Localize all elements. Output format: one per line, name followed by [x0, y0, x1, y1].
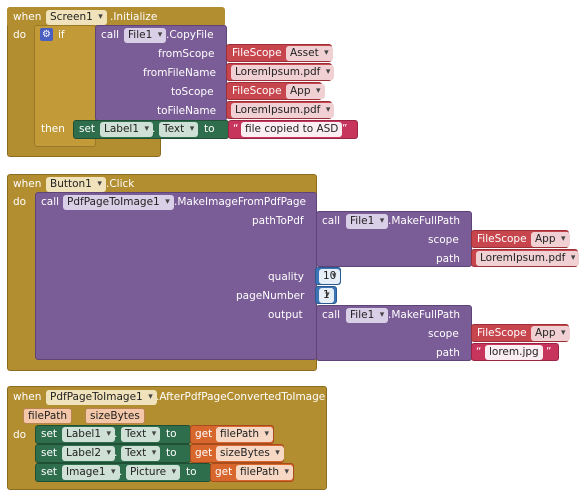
to-keyword: to: [166, 447, 177, 459]
dot-separator: .: [152, 123, 156, 135]
filepath-param[interactable]: filePath: [23, 408, 73, 424]
file1-component-dropdown[interactable]: File1: [346, 308, 389, 323]
then-keyword: then: [41, 123, 65, 135]
quote-open: “: [233, 123, 239, 135]
dot-separator: .: [114, 447, 118, 459]
message-text-value[interactable]: file copied to ASD: [241, 122, 343, 137]
makefullpath-block-output[interactable]: [316, 305, 472, 361]
param-scope: scope: [428, 234, 459, 246]
screen-component-dropdown[interactable]: Screen1: [46, 10, 107, 25]
set-keyword: set: [79, 123, 96, 135]
dot-separator: .: [119, 466, 123, 478]
param-fromfilename: fromFileName: [143, 67, 216, 79]
makeimage-call-block[interactable]: [35, 192, 317, 360]
makeimage-method: .MakeImageFromPdfPage: [174, 196, 307, 208]
image1-component-dropdown[interactable]: Image1: [62, 465, 120, 480]
param-tofilename: toFileName: [157, 105, 217, 117]
get-keyword: get: [215, 466, 233, 478]
quote-open: “: [476, 346, 482, 358]
pdfpagetoimage-component-dropdown[interactable]: PdfPageToImage1: [46, 390, 157, 405]
fromfilename-dropdown[interactable]: LoremIpsum.pdf: [231, 65, 335, 80]
to-keyword: to: [166, 428, 177, 440]
to-keyword: to: [186, 466, 197, 478]
get-keyword: get: [195, 428, 213, 440]
do-keyword: do: [13, 429, 27, 441]
filescope-label: FileScope: [477, 327, 527, 339]
param-pathtopdf: pathToPdf: [252, 215, 304, 227]
when-keyword: when: [13, 391, 42, 403]
call-keyword: call: [101, 29, 120, 41]
event-name: .AfterPdfPageConvertedToImage: [156, 391, 326, 403]
dot-separator: .: [114, 428, 118, 440]
event-name: .Click: [106, 178, 135, 190]
sizebytes-param[interactable]: sizeBytes: [85, 408, 145, 424]
file1-component-dropdown[interactable]: File1: [124, 28, 167, 43]
when-keyword: when: [13, 11, 42, 23]
file1-component-dropdown[interactable]: File1: [346, 214, 389, 229]
get-keyword: get: [195, 447, 213, 459]
button1-component-dropdown[interactable]: Button1: [46, 177, 106, 192]
quote-close: ”: [546, 346, 552, 358]
text-property-dropdown[interactable]: Text: [159, 122, 199, 137]
makefullpath-method: .MakeFullPath: [388, 215, 461, 227]
fromscope-value-dropdown[interactable]: Asset: [286, 46, 333, 61]
label1-component-dropdown[interactable]: Label1: [100, 122, 154, 137]
makefullpath-method: .MakeFullPath: [388, 309, 461, 321]
get-filepath-dropdown[interactable]: filePath: [236, 465, 294, 480]
call-keyword: call: [41, 196, 60, 208]
do-keyword: do: [13, 29, 27, 41]
to-keyword: to: [204, 123, 215, 135]
param-pagenumber: pageNumber: [236, 290, 305, 302]
set-keyword: set: [41, 466, 58, 478]
get-filepath-dropdown[interactable]: filePath: [216, 427, 274, 442]
pdfpagetoimage-component-dropdown[interactable]: PdfPageToImage1: [63, 195, 174, 210]
when-keyword: when: [13, 178, 42, 190]
output-file-value[interactable]: lorem.jpg: [485, 345, 543, 360]
copyfile-method: .CopyFile: [166, 29, 214, 41]
pagenumber-value[interactable]: 1: [319, 288, 334, 303]
event-name: .Initialize: [110, 11, 158, 23]
filescope-label: FileScope: [477, 233, 527, 245]
scope-value-dropdown[interactable]: App: [531, 326, 570, 341]
param-output: output: [268, 309, 303, 321]
pdf-file-dropdown[interactable]: LoremIpsum.pdf: [476, 251, 580, 266]
tofilename-dropdown[interactable]: LoremIpsum.pdf: [231, 103, 335, 118]
call-keyword: call: [322, 309, 341, 321]
param-quality: quality: [268, 271, 304, 283]
set-keyword: set: [41, 428, 58, 440]
filescope-label: FileScope: [232, 85, 282, 97]
get-sizebytes-dropdown[interactable]: sizeBytes: [216, 446, 284, 461]
scope-value-dropdown[interactable]: App: [531, 232, 570, 247]
param-path: path: [436, 347, 460, 359]
do-keyword: do: [13, 196, 27, 208]
quote-close: ”: [342, 123, 348, 135]
text-property-dropdown[interactable]: Text: [121, 427, 161, 442]
toscope-value-dropdown[interactable]: App: [286, 84, 325, 99]
if-keyword: if: [58, 29, 65, 41]
filescope-label: FileScope: [232, 47, 282, 59]
quality-value[interactable]: 10: [319, 269, 341, 284]
param-path: path: [436, 253, 460, 265]
param-toscope: toScope: [171, 86, 214, 98]
text-property-dropdown[interactable]: Text: [121, 446, 161, 461]
gear-icon[interactable]: ⚙: [40, 28, 53, 41]
picture-property-dropdown[interactable]: Picture: [126, 465, 181, 480]
param-scope: scope: [428, 328, 459, 340]
label2-component-dropdown[interactable]: Label2: [62, 446, 116, 461]
param-fromscope: fromScope: [158, 48, 215, 60]
label1-component-dropdown[interactable]: Label1: [62, 427, 116, 442]
call-keyword: call: [322, 215, 341, 227]
set-keyword: set: [41, 447, 58, 459]
